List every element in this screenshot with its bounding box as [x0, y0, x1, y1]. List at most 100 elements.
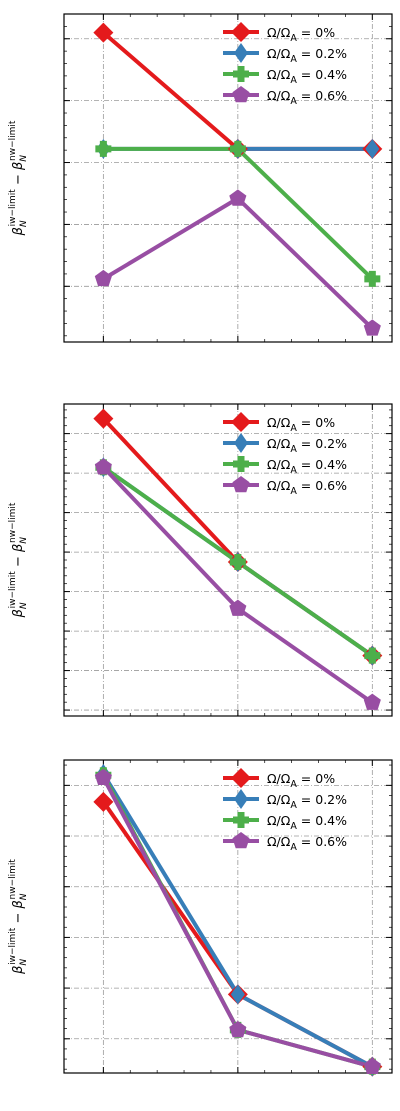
data-point-series-0 — [93, 791, 114, 812]
y-axis-label-part: N — [19, 959, 29, 966]
data-point-series-2 — [229, 553, 246, 570]
data-point-series-0 — [93, 408, 114, 429]
legend-label-part: = 0% — [297, 25, 335, 40]
legend-label-part: = 0.4% — [297, 457, 347, 472]
legend-label-subscript: A — [290, 486, 297, 497]
legend-label-part: = 0.6% — [297, 834, 347, 849]
legend-marker — [231, 768, 251, 788]
data-point-series-1 — [365, 138, 380, 159]
data-point-series-3 — [229, 1020, 247, 1038]
legend-label: Ω/ΩA = 0.2% — [267, 436, 347, 455]
legend-marker — [233, 812, 249, 828]
chart-panel-c: Ω/ΩA = 0%Ω/ΩA = 0.2%Ω/ΩA = 0.4%Ω/ΩA = 0.… — [8, 759, 393, 1077]
legend-marker — [232, 476, 250, 493]
y-axis-label-part: N — [19, 220, 29, 227]
y-axis-label-part: nw−limit — [8, 120, 18, 161]
data-point-series-2 — [95, 140, 112, 157]
legend-label-part: = 0.6% — [297, 478, 347, 493]
data-point-series-0 — [93, 22, 114, 43]
legend-label-subscript: A — [290, 54, 297, 65]
legend-marker — [233, 66, 249, 82]
y-axis-label-part: β — [11, 966, 26, 975]
legend-marker — [232, 86, 250, 103]
data-point-series-3 — [229, 599, 247, 616]
legend-label-part: Ω/Ω — [267, 67, 291, 82]
legend-label-subscript: A — [290, 842, 297, 853]
legend-label: Ω/ΩA = 0.4% — [267, 457, 347, 476]
data-point-series-2 — [364, 270, 381, 287]
legend-label: Ω/ΩA = 0% — [267, 415, 335, 434]
legend-marker — [234, 789, 248, 809]
y-axis-label-part: − β — [11, 900, 26, 927]
legend-label-part: = 0.2% — [297, 436, 347, 451]
legend-label-subscript: A — [290, 96, 297, 107]
data-point-series-1 — [230, 984, 245, 1005]
legend-label-subscript: A — [290, 821, 297, 832]
y-axis-label-part: − β — [11, 544, 26, 571]
legend-label-subscript: A — [290, 75, 297, 86]
y-axis-label: βNiw−limit − βNnw−limit — [8, 859, 29, 975]
chart-panel-a: Ω/ΩA = 0%Ω/ΩA = 0.2%Ω/ΩA = 0.4%Ω/ΩA = 0.… — [8, 13, 393, 343]
legend-label-subscript: A — [290, 33, 297, 44]
legend-label-part: Ω/Ω — [267, 457, 291, 472]
data-point-series-3 — [363, 1057, 381, 1074]
y-axis-label-part: iw−limit — [8, 189, 18, 227]
y-axis-label-part: nw−limit — [8, 502, 18, 543]
legend-label: Ω/ΩA = 0.6% — [267, 478, 347, 497]
legend-label-subscript: A — [290, 779, 297, 790]
legend-label-part: Ω/Ω — [267, 436, 291, 451]
legend-label-part: = 0.2% — [297, 46, 347, 61]
legend-marker — [234, 43, 248, 63]
legend-label-part: Ω/Ω — [267, 88, 291, 103]
data-point-series-3 — [229, 189, 247, 206]
data-point-series-3 — [94, 458, 112, 475]
legend-label-part: = 0.4% — [297, 67, 347, 82]
y-axis-label-part: N — [19, 155, 29, 162]
data-point-series-3 — [363, 693, 381, 710]
y-axis-label-part: nw−limit — [8, 859, 18, 900]
y-axis-label: βNiw−limit − βNnw−limit — [8, 120, 29, 236]
legend-label-subscript: A — [290, 465, 297, 476]
legend-label-part: Ω/Ω — [267, 478, 291, 493]
legend-label-part: Ω/Ω — [267, 415, 291, 430]
legend-label-part: Ω/Ω — [267, 834, 291, 849]
y-axis-label-part: − β — [11, 162, 26, 189]
legend-label-part: = 0% — [297, 771, 335, 786]
legend-label-part: Ω/Ω — [267, 771, 291, 786]
legend-label-part: Ω/Ω — [267, 792, 291, 807]
legend-label: Ω/ΩA = 0.4% — [267, 67, 347, 86]
legend-marker — [234, 433, 248, 453]
legend-label-part: Ω/Ω — [267, 46, 291, 61]
legend-label-part: Ω/Ω — [267, 813, 291, 828]
data-point-series-3 — [94, 768, 112, 786]
legend-label: Ω/ΩA = 0.6% — [267, 834, 347, 853]
plot-frame — [63, 13, 393, 343]
y-axis-label: βNiw−limit − βNnw−limit — [8, 502, 29, 618]
y-axis-label-part: N — [19, 602, 29, 609]
legend-label-part: = 0.4% — [297, 813, 347, 828]
y-axis-label-part: iw−limit — [8, 571, 18, 609]
legend-label-subscript: A — [290, 444, 297, 455]
y-axis-label-part: N — [19, 537, 29, 544]
chart-panel-b: Ω/ΩA = 0%Ω/ΩA = 0.2%Ω/ΩA = 0.4%Ω/ΩA = 0.… — [8, 403, 393, 717]
legend-label-part: = 0.2% — [297, 792, 347, 807]
y-axis-label-part: β — [11, 227, 26, 236]
legend-marker — [231, 412, 251, 432]
legend-label: Ω/ΩA = 0.4% — [267, 813, 347, 832]
legend-label: Ω/ΩA = 0.2% — [267, 792, 347, 811]
y-axis-label-part: N — [19, 893, 29, 900]
legend-marker — [233, 456, 249, 472]
y-axis-label-part: β — [11, 609, 26, 618]
data-point-series-3 — [94, 269, 112, 287]
plot-frame — [63, 759, 393, 1074]
legend-label: Ω/ΩA = 0.6% — [267, 88, 347, 107]
legend-marker — [231, 22, 251, 42]
legend-marker — [232, 832, 250, 849]
legend-label-part: = 0.6% — [297, 88, 347, 103]
legend-label: Ω/ΩA = 0% — [267, 771, 335, 790]
legend-label: Ω/ΩA = 0% — [267, 25, 335, 44]
data-point-series-2 — [364, 647, 381, 664]
legend-label-subscript: A — [290, 800, 297, 811]
data-point-series-3 — [363, 319, 381, 336]
legend-label-subscript: A — [290, 423, 297, 434]
